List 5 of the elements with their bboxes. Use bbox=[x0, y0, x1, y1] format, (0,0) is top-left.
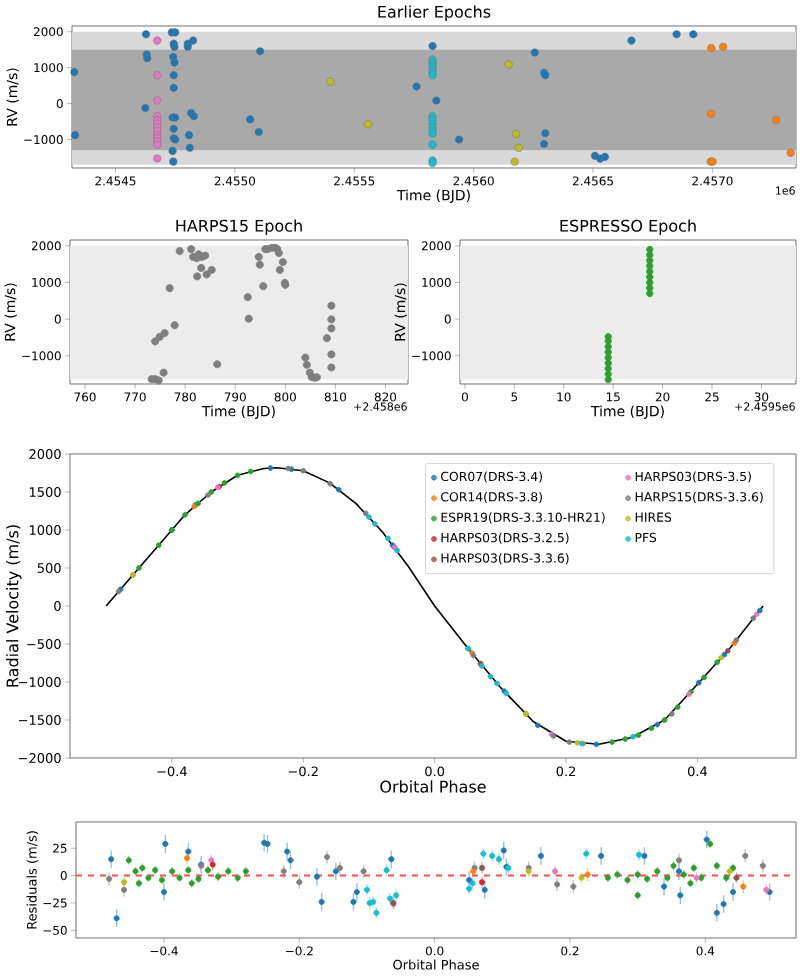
chart-title: Earlier Epochs bbox=[378, 5, 491, 21]
y-axis-title: Radial Velocity (m/s) bbox=[6, 525, 22, 687]
x-axis-title: Orbital Phase bbox=[380, 780, 486, 793]
chart-title: HARPS15 Epoch bbox=[176, 219, 302, 235]
chart-title: ESPRESSO Epoch bbox=[560, 219, 696, 235]
